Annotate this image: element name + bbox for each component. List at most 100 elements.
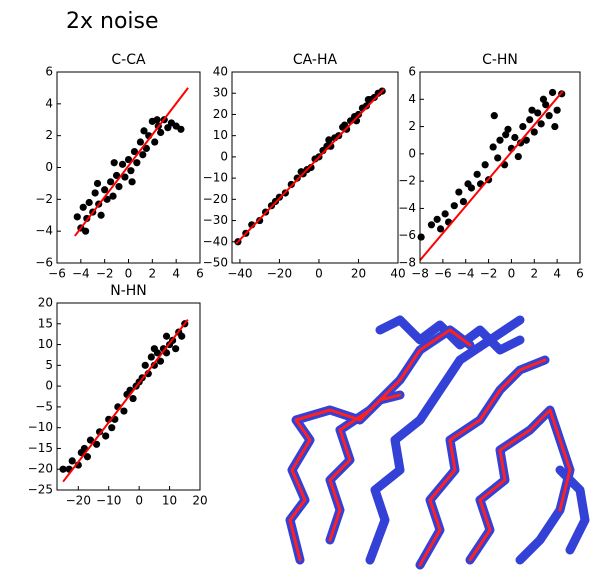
point — [519, 122, 527, 131]
x-tick-label: 6 — [576, 267, 584, 281]
x-tick-label: 0 — [125, 267, 133, 281]
point — [455, 188, 463, 196]
point — [467, 184, 476, 192]
x-tick-label: −40 — [227, 267, 252, 281]
point — [496, 136, 504, 144]
point — [120, 407, 128, 415]
point — [433, 215, 441, 223]
x-tick-label: −4 — [457, 267, 475, 281]
point — [83, 453, 92, 461]
point — [82, 227, 90, 235]
point — [307, 163, 315, 172]
figure-title: 2x noise — [66, 9, 159, 34]
point — [73, 213, 81, 221]
x-tick-label: 10 — [162, 494, 177, 508]
point — [177, 125, 185, 133]
point — [172, 345, 180, 353]
y-tick-label: 6 — [45, 65, 53, 79]
x-tick-label: −20 — [66, 494, 91, 508]
x-tick-label: 40 — [390, 267, 405, 281]
x-tick-label: −6 — [434, 267, 452, 281]
point — [450, 202, 458, 210]
point — [537, 120, 545, 128]
x-tick-label: −2 — [96, 267, 114, 281]
point — [109, 192, 117, 200]
y-tick-label: −25 — [28, 483, 53, 497]
point — [459, 198, 468, 206]
point — [530, 128, 538, 136]
point — [108, 424, 116, 432]
x-tick-label: 0 — [508, 267, 516, 281]
fit-line — [235, 88, 385, 245]
point — [133, 159, 141, 167]
point — [534, 109, 542, 117]
point — [287, 180, 295, 189]
y-tick-label: 4 — [45, 96, 53, 110]
point — [110, 159, 118, 167]
y-tick-label: −30 — [203, 213, 228, 227]
point — [548, 88, 557, 97]
point — [92, 440, 101, 448]
x-tick-label: 4 — [172, 267, 180, 281]
chart-title: C-HN — [482, 52, 518, 68]
x-tick-label: 2 — [149, 267, 157, 281]
y-tick-label: 5 — [45, 358, 53, 372]
x-tick-label: 20 — [351, 267, 366, 281]
fit-line — [74, 87, 189, 237]
point — [95, 428, 104, 436]
point — [141, 361, 149, 369]
protein-structure — [285, 315, 590, 570]
point — [514, 152, 522, 161]
y-tick-label: 0 — [45, 160, 53, 174]
x-tick-label: −20 — [267, 267, 292, 281]
point — [136, 138, 145, 146]
x-tick-label: 0 — [135, 494, 143, 508]
y-tick-label: −6 — [398, 228, 416, 242]
point — [129, 394, 137, 403]
point — [325, 136, 333, 144]
x-tick-label: 20 — [192, 494, 207, 508]
point — [511, 133, 519, 142]
point — [118, 160, 127, 168]
point — [115, 183, 123, 191]
x-tick-label: −4 — [72, 267, 90, 281]
point — [178, 332, 186, 340]
point — [539, 95, 548, 103]
point — [124, 155, 133, 164]
point — [436, 225, 445, 233]
chart-title: CA-HA — [293, 52, 338, 68]
y-tick-label: 20 — [38, 296, 53, 310]
point — [522, 136, 530, 144]
point — [68, 457, 76, 465]
plot-frame — [56, 71, 201, 264]
point — [293, 174, 301, 182]
point — [150, 345, 158, 353]
point — [545, 112, 553, 120]
point — [101, 186, 109, 194]
x-tick-label: 6 — [196, 267, 204, 281]
y-tick-label: 4 — [408, 92, 416, 106]
y-tick-label: −2 — [35, 192, 53, 206]
x-tick-label: −6 — [48, 267, 66, 281]
point — [504, 125, 512, 133]
point — [140, 127, 148, 135]
y-tick-label: −4 — [35, 224, 53, 238]
y-tick-label: −2 — [398, 174, 416, 188]
point — [142, 144, 150, 152]
y-tick-label: 6 — [408, 65, 416, 79]
y-tick-label: −6 — [35, 256, 53, 270]
y-tick-label: −10 — [203, 171, 228, 185]
point — [473, 170, 481, 178]
point — [79, 203, 87, 211]
point — [153, 116, 161, 124]
y-tick-label: −5 — [35, 399, 53, 413]
point — [151, 138, 159, 146]
y-tick-label: 15 — [38, 316, 53, 330]
point — [85, 198, 93, 207]
plot-frame — [231, 71, 399, 264]
point — [150, 361, 158, 369]
x-tick-label: −10 — [96, 494, 121, 508]
point — [162, 332, 171, 340]
point — [553, 106, 561, 114]
